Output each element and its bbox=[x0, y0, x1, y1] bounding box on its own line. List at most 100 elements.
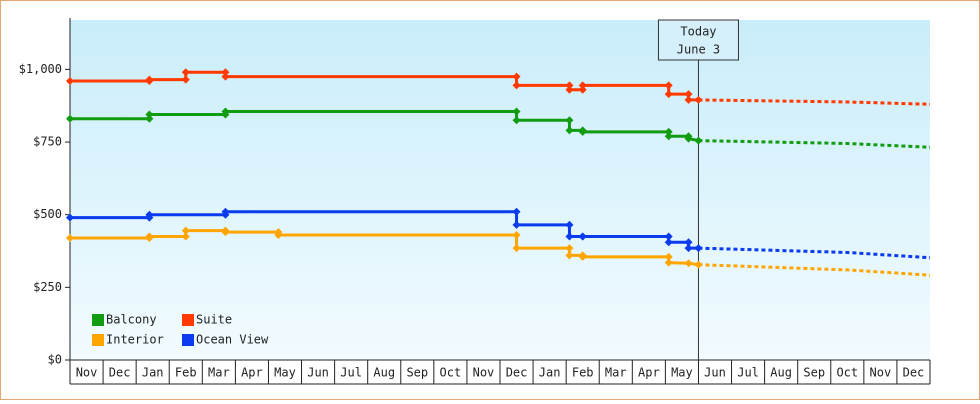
point bbox=[578, 81, 587, 90]
point bbox=[145, 232, 154, 241]
point bbox=[181, 68, 190, 77]
y-tick-label: $1,000 bbox=[19, 62, 62, 76]
point bbox=[181, 75, 190, 84]
point bbox=[565, 126, 574, 135]
point bbox=[684, 259, 693, 268]
point bbox=[66, 213, 74, 222]
point bbox=[578, 252, 587, 261]
point bbox=[221, 72, 230, 81]
x-tick-label: Jul bbox=[340, 366, 362, 380]
point bbox=[274, 231, 283, 240]
point bbox=[565, 85, 574, 94]
point bbox=[565, 251, 574, 260]
x-tick-label: May bbox=[671, 366, 693, 380]
point bbox=[221, 207, 230, 216]
forecast-line bbox=[698, 246, 931, 260]
x-tick-label: Dec bbox=[903, 366, 925, 380]
x-tick-label: Feb bbox=[175, 366, 197, 380]
x-tick-label: Apr bbox=[241, 366, 263, 380]
point bbox=[512, 81, 521, 90]
point bbox=[145, 210, 154, 219]
x-tick-label: Oct bbox=[440, 366, 462, 380]
point bbox=[512, 116, 521, 125]
x-tick-label: Jan bbox=[539, 366, 561, 380]
x-tick-label: Oct bbox=[836, 366, 858, 380]
x-tick-label: Sep bbox=[803, 366, 825, 380]
point bbox=[664, 81, 673, 90]
forecast-line bbox=[698, 139, 931, 149]
x-tick-label: Dec bbox=[506, 366, 528, 380]
point bbox=[664, 252, 673, 261]
legend-label: Interior bbox=[106, 333, 164, 347]
x-tick-label: Feb bbox=[572, 366, 594, 380]
point bbox=[664, 127, 673, 136]
legend-swatch bbox=[92, 314, 104, 326]
x-tick-label: Nov bbox=[870, 366, 892, 380]
point bbox=[578, 232, 587, 241]
point bbox=[221, 228, 230, 237]
legend-label: Suite bbox=[196, 313, 232, 327]
point bbox=[694, 136, 703, 145]
point bbox=[512, 231, 521, 240]
point bbox=[684, 134, 693, 143]
legend-label: Ocean View bbox=[196, 333, 269, 347]
today-label: Today bbox=[680, 25, 716, 39]
point bbox=[694, 95, 703, 104]
point bbox=[684, 244, 693, 253]
point bbox=[565, 81, 574, 90]
x-tick-label: Jul bbox=[737, 366, 759, 380]
point bbox=[66, 77, 74, 86]
point bbox=[221, 68, 230, 77]
x-tick-label: Nov bbox=[473, 366, 495, 380]
point bbox=[145, 110, 154, 119]
point bbox=[181, 232, 190, 241]
x-tick-label: Jun bbox=[307, 366, 329, 380]
point bbox=[578, 127, 587, 136]
x-tick-label: Aug bbox=[373, 366, 395, 380]
series-line bbox=[70, 110, 699, 143]
x-tick-label: Aug bbox=[770, 366, 792, 380]
point bbox=[664, 232, 673, 241]
point bbox=[512, 220, 521, 229]
y-tick-label: $750 bbox=[33, 135, 62, 149]
forecast-line bbox=[698, 263, 931, 277]
point bbox=[578, 85, 587, 94]
point bbox=[684, 90, 693, 99]
x-tick-label: Jun bbox=[704, 366, 726, 380]
point bbox=[565, 220, 574, 229]
point bbox=[664, 90, 673, 99]
point bbox=[664, 258, 673, 267]
point bbox=[512, 72, 521, 81]
legend-swatch bbox=[182, 334, 194, 346]
x-tick-label: Mar bbox=[208, 366, 230, 380]
point bbox=[145, 114, 154, 123]
x-tick-label: Dec bbox=[109, 366, 131, 380]
forecast-line bbox=[698, 98, 931, 106]
point bbox=[512, 244, 521, 253]
x-tick-label: May bbox=[274, 366, 296, 380]
x-tick-label: Mar bbox=[605, 366, 627, 380]
point bbox=[145, 75, 154, 84]
point bbox=[694, 260, 703, 269]
point bbox=[181, 226, 190, 235]
point bbox=[664, 132, 673, 141]
point bbox=[512, 207, 521, 216]
legend-label: Balcony bbox=[106, 313, 157, 327]
legend-swatch bbox=[182, 314, 194, 326]
point bbox=[66, 114, 74, 123]
point bbox=[565, 244, 574, 253]
point bbox=[664, 238, 673, 247]
point bbox=[66, 233, 74, 242]
x-tick-label: Jan bbox=[142, 366, 164, 380]
point bbox=[565, 232, 574, 241]
point bbox=[684, 95, 693, 104]
y-tick-label: $250 bbox=[33, 280, 62, 294]
legend-swatch bbox=[92, 334, 104, 346]
point bbox=[512, 107, 521, 116]
x-tick-label: Sep bbox=[406, 366, 428, 380]
point bbox=[565, 116, 574, 125]
point bbox=[684, 238, 693, 247]
x-tick-label: Apr bbox=[638, 366, 660, 380]
y-tick-label: $0 bbox=[48, 353, 62, 367]
